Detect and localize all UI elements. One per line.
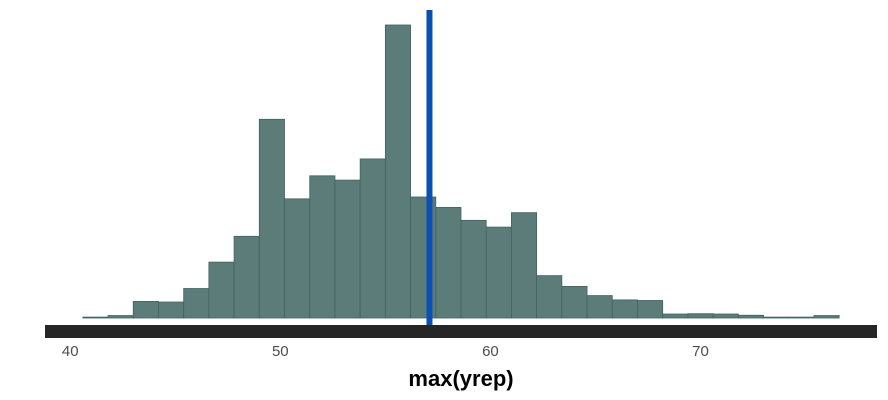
histogram-bar <box>788 316 815 319</box>
histogram-bar <box>158 301 185 319</box>
histogram-bar <box>435 207 462 319</box>
histogram-bar <box>460 219 487 319</box>
histogram-bar <box>637 300 664 319</box>
histogram-bar <box>208 261 235 319</box>
x-tick-label: 40 <box>62 343 79 360</box>
histogram-bar <box>284 198 311 319</box>
histogram-bar <box>561 285 588 319</box>
x-axis-ticks: 40 50 60 70 <box>62 343 709 360</box>
histogram-bar <box>511 212 538 319</box>
histogram-bar <box>737 314 764 319</box>
x-tick-label: 50 <box>272 343 289 360</box>
histogram-bar <box>712 313 739 319</box>
histogram-bar <box>359 158 386 319</box>
x-tick-label: 70 <box>692 343 709 360</box>
histogram-bar <box>485 226 512 319</box>
histogram-bar <box>384 24 411 319</box>
histogram-bar <box>334 179 361 319</box>
histogram-bar <box>611 299 638 319</box>
histogram-bar <box>662 313 689 319</box>
histogram-bar <box>258 118 285 319</box>
histogram-bars <box>82 24 840 319</box>
histogram-bar <box>132 301 159 319</box>
histogram-bar <box>763 316 790 319</box>
histogram-bar <box>687 313 714 319</box>
histogram-bar <box>82 316 109 319</box>
histogram-bar <box>107 315 134 319</box>
histogram-bar <box>309 175 336 319</box>
x-axis-title: max(yrep) <box>408 366 513 391</box>
histogram-bar <box>536 275 563 319</box>
histogram-bar <box>183 288 210 319</box>
histogram-bar <box>586 295 613 319</box>
x-axis-line <box>45 325 877 338</box>
x-tick-label: 60 <box>482 343 499 360</box>
histogram-bar <box>233 235 260 319</box>
histogram-bar <box>813 315 840 319</box>
